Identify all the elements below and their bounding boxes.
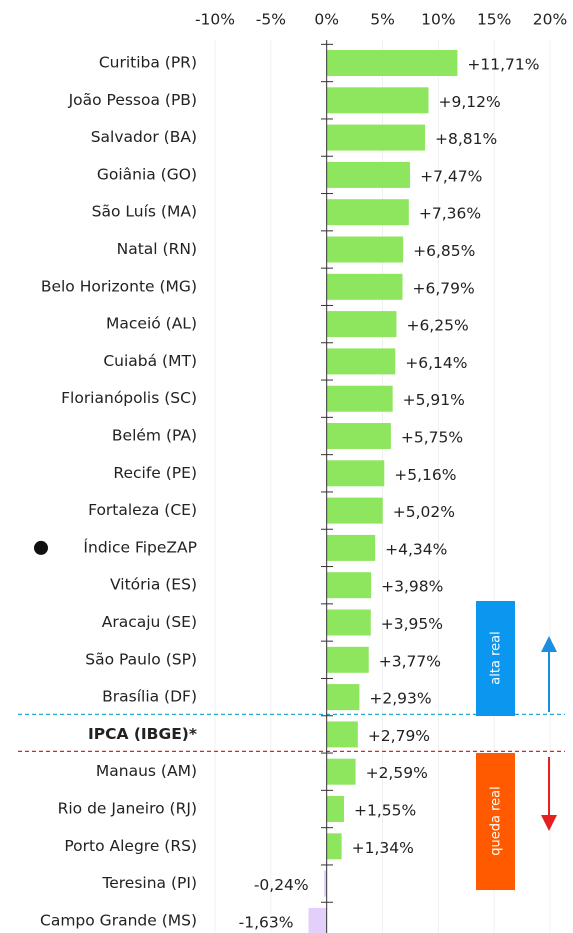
x-tick-label: 0%	[314, 11, 339, 29]
category-label: Aracaju (SE)	[102, 613, 197, 631]
category-label: Índice FipeZAP	[83, 537, 197, 556]
category-label: João Pessoa (PB)	[68, 91, 197, 109]
bar	[326, 87, 429, 114]
alta-box	[476, 601, 515, 716]
value-label: +6,25%	[406, 317, 468, 335]
annotation: alta real	[489, 631, 504, 684]
value-label: +9,12%	[439, 93, 501, 111]
category-label: São Luís (MA)	[92, 203, 197, 221]
category-label: Porto Alegre (RS)	[64, 837, 197, 855]
value-label: +4,34%	[385, 540, 447, 558]
bar	[326, 758, 356, 785]
value-label: +5,16%	[394, 466, 456, 484]
value-label: +5,75%	[401, 429, 463, 447]
x-tick-label: 10%	[421, 11, 455, 29]
category-label: IPCA (IBGE)*	[88, 725, 197, 743]
value-label: +11,71%	[467, 56, 539, 74]
category-label: Belém (PA)	[112, 427, 197, 445]
category-label: Maceió (AL)	[106, 315, 197, 333]
value-label: +2,79%	[368, 727, 430, 745]
value-label: -1,63%	[239, 913, 294, 931]
bar	[323, 870, 327, 897]
bullet	[34, 540, 48, 555]
category-label: Recife (PE)	[113, 464, 197, 482]
value-label: +5,02%	[393, 503, 455, 521]
bar	[326, 460, 385, 487]
category-label: Curitiba (PR)	[99, 54, 197, 72]
x-tick-label: 5%	[370, 11, 395, 29]
bar	[326, 497, 383, 524]
x-tick-label: 20%	[533, 11, 567, 29]
bar	[326, 646, 369, 673]
value-label: +7,47%	[420, 167, 482, 185]
bar	[308, 907, 327, 933]
bar	[326, 50, 458, 76]
value-label: +3,98%	[381, 578, 443, 596]
bar	[326, 273, 403, 300]
category-label: Manaus (AM)	[96, 762, 197, 780]
value-label: +1,55%	[354, 802, 416, 820]
category-label: Florianópolis (SC)	[61, 389, 197, 407]
value-label: +6,79%	[412, 279, 474, 297]
category-label: Fortaleza (CE)	[88, 501, 197, 519]
x-tick-label: 15%	[477, 11, 511, 29]
bar	[326, 609, 371, 636]
bar	[326, 311, 397, 338]
value-label: +3,95%	[381, 615, 443, 633]
category-label: Cuiabá (MT)	[103, 352, 197, 370]
bar	[326, 721, 358, 748]
value-label: +6,14%	[405, 354, 467, 372]
value-label: +6,85%	[413, 242, 475, 260]
x-tick-label: -10%	[195, 11, 235, 29]
category-label: Natal (RN)	[117, 240, 197, 258]
bar	[326, 124, 426, 151]
value-label: +3,77%	[379, 652, 441, 670]
bar	[326, 161, 411, 188]
bar	[326, 684, 360, 711]
x-tick-label: -5%	[256, 11, 286, 29]
annotation: queda real	[489, 786, 504, 855]
down-arrow-head	[541, 815, 557, 831]
category-label: Campo Grande (MS)	[40, 911, 197, 929]
value-label: +7,36%	[419, 205, 481, 223]
bar	[326, 796, 344, 822]
queda-box	[476, 753, 515, 890]
bar	[326, 534, 376, 561]
value-label: +2,93%	[369, 690, 431, 708]
category-label: Teresina (PI)	[101, 874, 197, 892]
value-label: +2,59%	[366, 764, 428, 782]
bar	[326, 236, 404, 263]
category-label: Goiânia (GO)	[97, 165, 197, 183]
category-label: São Paulo (SP)	[85, 650, 197, 668]
value-label: -0,24%	[254, 876, 309, 894]
bar	[326, 348, 396, 375]
value-label: +1,34%	[352, 839, 414, 857]
value-label: +5,91%	[403, 391, 465, 409]
category-label: Salvador (BA)	[91, 128, 197, 146]
bar	[326, 833, 342, 860]
category-label: Belo Horizonte (MG)	[41, 277, 197, 295]
bar	[326, 385, 393, 412]
up-arrow-head	[541, 636, 557, 652]
bar	[326, 423, 391, 449]
bar	[326, 572, 372, 599]
category-label: Vitória (ES)	[110, 576, 197, 594]
category-label: Brasília (DF)	[102, 688, 197, 706]
category-label: Rio de Janeiro (RJ)	[58, 800, 197, 818]
bar	[326, 199, 409, 226]
value-label: +8,81%	[435, 130, 497, 148]
